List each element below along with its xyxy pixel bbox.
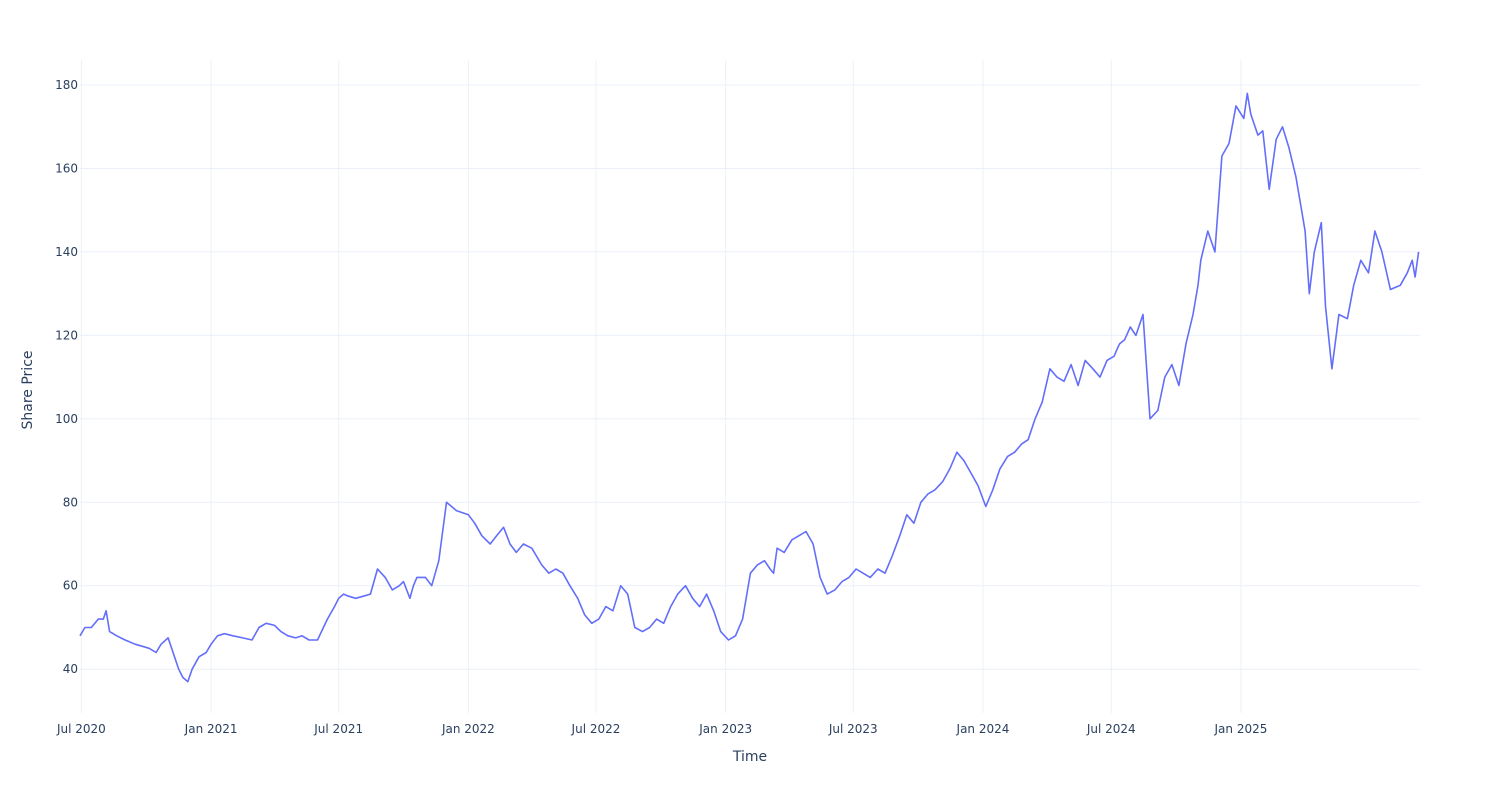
x-gridlines (80, 60, 1242, 713)
x-tick-label: Jan 2022 (441, 722, 495, 736)
x-tick-label: Jul 2023 (828, 722, 878, 736)
x-tick-label: Jul 2022 (571, 722, 621, 736)
series-layer (79, 92, 1420, 683)
x-tick-label: Jul 2020 (56, 722, 106, 736)
y-tick-label: 160 (55, 161, 78, 175)
y-tick-labels: 40 60 80 100 120 140 160 180 (55, 78, 78, 676)
x-tick-labels: Jul 2020 Jan 2021 Jul 2021 Jan 2022 Jul 2022… (56, 722, 1267, 736)
y-tick-label: 140 (55, 245, 78, 259)
y-tick-label: 60 (63, 579, 78, 593)
x-tick-label: Jul 2024 (1086, 722, 1136, 736)
y-tick-label: 100 (55, 412, 78, 426)
y-tick-label: 40 (63, 662, 78, 676)
x-tick-label: Jan 2021 (184, 722, 238, 736)
x-tick-label: Jan 2023 (698, 722, 752, 736)
y-tick-label: 80 (63, 495, 78, 509)
y-gridlines (80, 84, 1420, 670)
y-axis-title: Share Price (20, 350, 36, 429)
x-tick-label: Jul 2021 (313, 722, 363, 736)
x-tick-label: Jan 2024 (956, 722, 1010, 736)
x-tick-label: Jan 2025 (1214, 722, 1268, 736)
series-line (79, 92, 1420, 683)
x-axis-title: Time (732, 749, 767, 765)
y-tick-label: 180 (55, 78, 78, 92)
y-tick-label: 120 (55, 328, 78, 342)
